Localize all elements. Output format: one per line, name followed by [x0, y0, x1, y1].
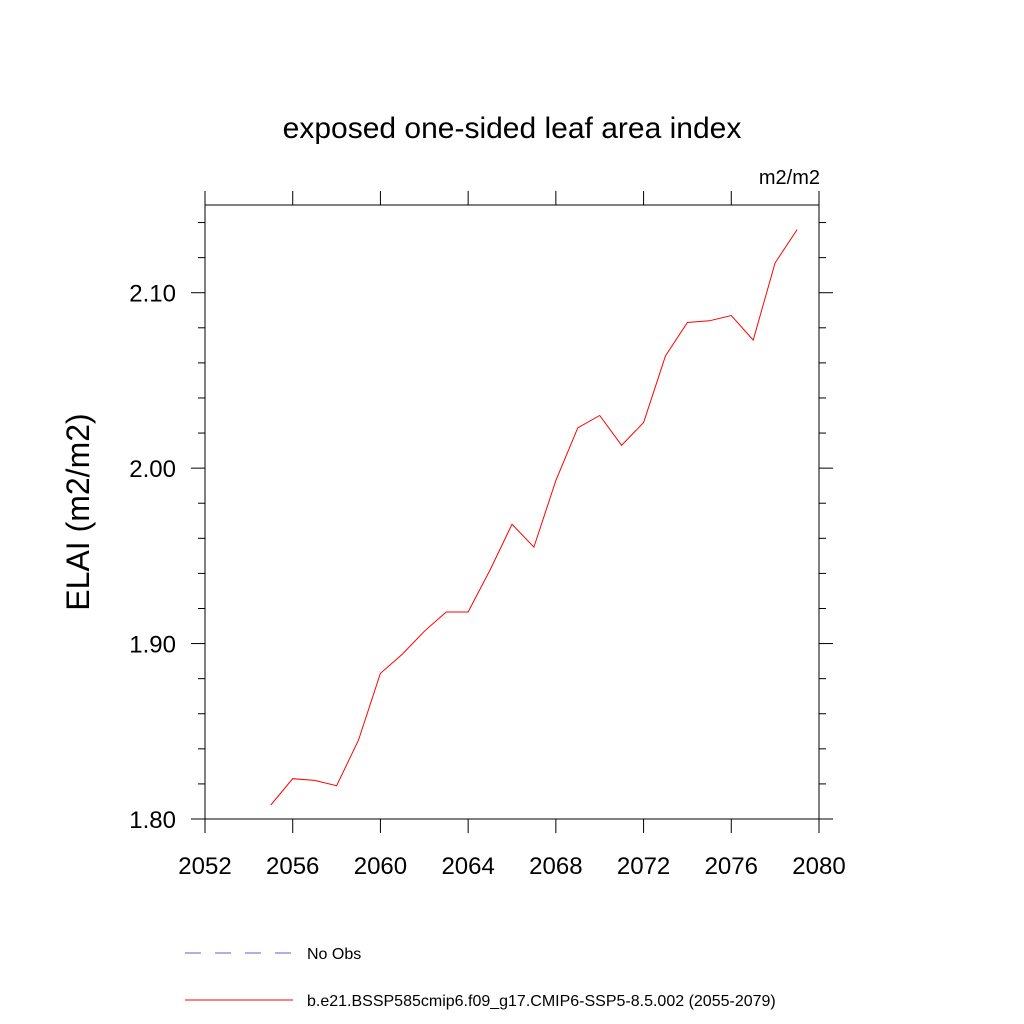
legend-label-no-obs: No Obs [307, 946, 361, 963]
x-tick-label: 2056 [266, 853, 319, 880]
axis-tick-labels: 2052 2056 2060 2064 2068 2072 2076 2080 1.80 1.90… [129, 281, 845, 880]
y-tick-label: 2.00 [129, 456, 176, 483]
x-tick-label: 2072 [617, 853, 670, 880]
y-axis-label: ELAI (m2/m2) [60, 413, 96, 610]
axis-ticks [191, 191, 833, 833]
plot-frame [204, 204, 820, 820]
series-group [270, 229, 798, 806]
x-tick-label: 2076 [705, 853, 758, 880]
x-tick-label: 2052 [178, 853, 231, 880]
x-tick-label: 2064 [441, 853, 494, 880]
series-line-0 [270, 229, 798, 806]
legend: No Obs b.e21.BSSP585cmip6.f09_g17.CMIP6-… [185, 946, 776, 1010]
y-tick-label: 2.10 [129, 281, 176, 308]
x-tick-label: 2068 [529, 853, 582, 880]
y-tick-label: 1.90 [129, 632, 176, 659]
units-label: m2/m2 [759, 167, 820, 189]
x-tick-label: 2080 [792, 853, 845, 880]
legend-label-model: b.e21.BSSP585cmip6.f09_g17.CMIP6-SSP5-8.… [307, 993, 776, 1010]
x-tick-label: 2060 [354, 853, 407, 880]
y-tick-label: 1.80 [129, 807, 176, 834]
chart-title: exposed one-sided leaf area index [283, 112, 742, 145]
